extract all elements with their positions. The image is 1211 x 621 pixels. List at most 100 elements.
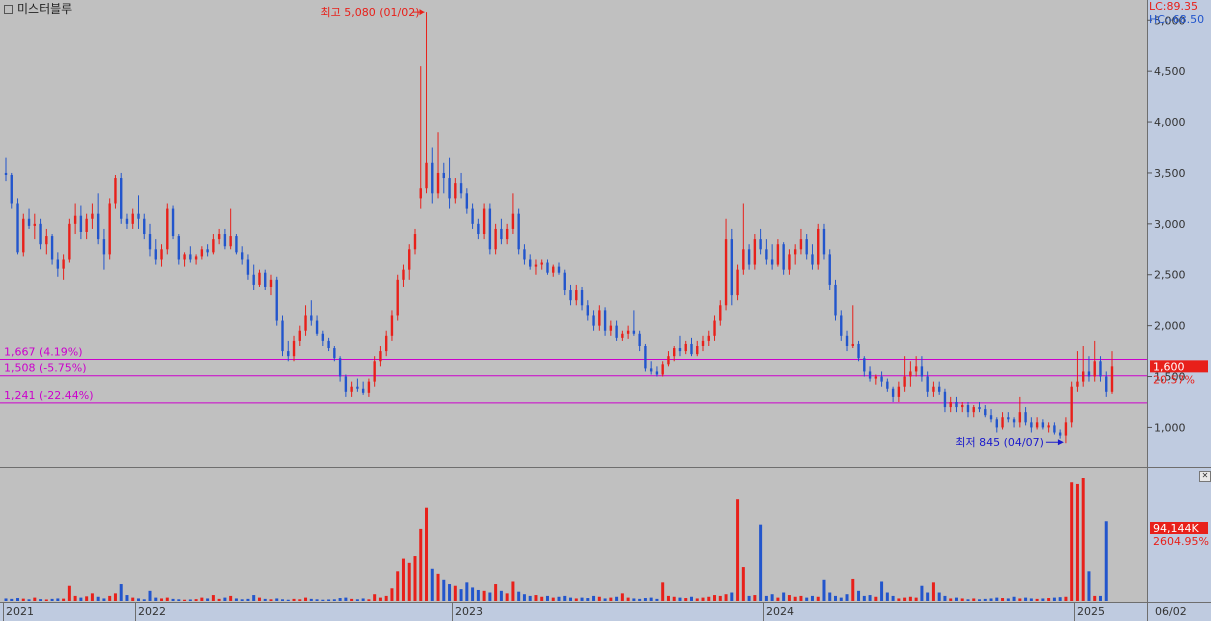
- volume-bar: [857, 590, 861, 601]
- candle-body: [131, 213, 134, 224]
- volume-bar: [626, 597, 630, 601]
- candle-body: [897, 386, 901, 397]
- date-axis-bg: [0, 602, 1211, 621]
- volume-bar: [194, 599, 198, 601]
- y-tick-label: 5,000: [1154, 14, 1186, 27]
- candle-body: [448, 178, 451, 199]
- volume-bar: [845, 594, 849, 601]
- candle-body: [350, 386, 353, 392]
- volume-bar: [96, 596, 100, 601]
- candle-body: [937, 386, 941, 392]
- y-tick-label: 4,000: [1154, 116, 1186, 129]
- stock-name-box[interactable]: 미스터블루: [2, 1, 75, 17]
- volume-bar: [154, 597, 158, 601]
- volume-bar: [759, 524, 763, 601]
- volume-bar: [240, 599, 244, 601]
- volume-bar: [165, 597, 169, 601]
- candle-body: [753, 239, 757, 265]
- volume-bar: [419, 528, 423, 601]
- candle-body: [454, 183, 457, 199]
- volume-bar: [413, 556, 417, 601]
- candle-body: [926, 376, 929, 392]
- low-arrow-head: [1057, 439, 1064, 446]
- volume-bar: [983, 598, 987, 601]
- candle-body: [903, 376, 906, 387]
- volume-bar: [954, 597, 958, 601]
- volume-bar: [563, 595, 567, 601]
- volume-bar: [764, 595, 768, 601]
- volume-bar: [85, 596, 89, 601]
- volume-bar: [782, 592, 786, 601]
- candle-body: [765, 249, 768, 260]
- volume-bar: [1070, 482, 1074, 601]
- candle-body: [419, 188, 422, 199]
- volume-bar: [920, 585, 924, 601]
- volume-bar: [569, 597, 573, 601]
- volume-bar: [206, 598, 210, 601]
- volume-bar: [1024, 597, 1028, 601]
- volume-bar: [113, 593, 117, 601]
- candle-body: [972, 407, 975, 413]
- candle-body: [1024, 412, 1027, 423]
- candle-body: [701, 340, 705, 346]
- volume-bar: [332, 599, 336, 601]
- volume-bar: [736, 499, 740, 601]
- volume-bar: [966, 599, 970, 601]
- candle-body: [56, 259, 60, 269]
- candle-body: [811, 254, 814, 265]
- candle-body: [459, 183, 463, 194]
- volume-bar: [321, 599, 325, 601]
- candle-body: [148, 234, 152, 250]
- candle-body: [638, 333, 641, 346]
- volume-bar: [839, 597, 843, 601]
- volume-bar: [684, 598, 688, 601]
- volume-panel-bg: [0, 468, 1147, 602]
- price-panel-bg: [0, 0, 1147, 467]
- volume-bar: [217, 598, 221, 601]
- volume-bar: [511, 581, 515, 601]
- candle-body: [886, 381, 889, 389]
- volume-bar: [661, 582, 665, 601]
- volume-bar: [897, 598, 901, 601]
- candle-body: [788, 254, 791, 270]
- candle-body: [817, 228, 820, 265]
- candle-body: [914, 366, 918, 372]
- volume-bar: [390, 588, 394, 601]
- volume-bar: [108, 595, 112, 601]
- candle-body: [632, 330, 636, 334]
- close-icon[interactable]: ✕: [1199, 471, 1211, 482]
- candle-body: [989, 415, 993, 420]
- volume-badge: [1150, 522, 1208, 534]
- candle-body: [488, 208, 492, 250]
- volume-bar: [229, 595, 233, 601]
- candle-body: [45, 236, 48, 245]
- last-price-badge: [1150, 360, 1208, 373]
- candle-body: [661, 364, 664, 375]
- candle-body: [673, 348, 676, 357]
- volume-bar: [378, 597, 382, 601]
- volume-bar: [252, 595, 256, 601]
- candle-body: [114, 178, 117, 204]
- collapse-box-icon[interactable]: [4, 5, 13, 14]
- candle-body: [546, 262, 549, 273]
- volume-bar: [903, 597, 907, 601]
- candle-body: [379, 351, 382, 362]
- candle-body: [16, 203, 19, 253]
- volume-bar: [609, 597, 613, 601]
- volume-bar: [79, 597, 83, 601]
- candle-body: [281, 320, 284, 352]
- volume-bar: [816, 596, 820, 601]
- volume-bar: [672, 596, 676, 601]
- volume-bar: [540, 596, 544, 601]
- volume-bar: [90, 593, 94, 601]
- level-label: 1,667 (4.19%): [4, 346, 83, 359]
- candle-body: [920, 366, 924, 377]
- candle-body: [292, 340, 296, 357]
- volume-bar: [33, 597, 37, 601]
- candle-body: [943, 391, 947, 408]
- volume-bar: [522, 594, 526, 601]
- volume-bar: [730, 592, 734, 601]
- volume-bar: [338, 598, 342, 601]
- volume-bar: [1006, 598, 1010, 601]
